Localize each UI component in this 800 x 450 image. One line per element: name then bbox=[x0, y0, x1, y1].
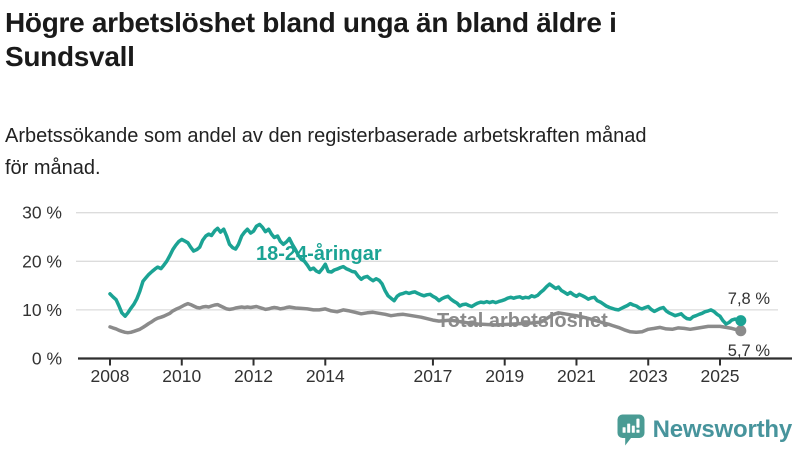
x-tick-label-2008: 2008 bbox=[91, 366, 130, 386]
y-tick-label-0: 0 % bbox=[32, 349, 62, 369]
y-tick-label-10: 10 % bbox=[22, 300, 62, 320]
chart-subtitle: Arbetssökande som andel av den registerb… bbox=[5, 120, 795, 184]
series-line-0 bbox=[108, 301, 743, 335]
x-tick-label-2017: 2017 bbox=[413, 366, 452, 386]
chart-subtitle-line1: Arbetssökande som andel av den registerb… bbox=[5, 125, 647, 147]
newsworthy-wordmark: Newsworthy bbox=[652, 416, 793, 443]
x-tick-label-2010: 2010 bbox=[162, 366, 201, 386]
series-line-1 bbox=[108, 222, 743, 326]
series-end-dot-1 bbox=[735, 315, 747, 327]
x-tick-label-2014: 2014 bbox=[306, 366, 345, 386]
x-tick-label-2021: 2021 bbox=[557, 366, 596, 386]
series-end-dot-0 bbox=[735, 325, 747, 337]
y-tick-label-20: 20 % bbox=[22, 251, 62, 271]
chart-title: Högre arbetslöshet bland unga än bland ä… bbox=[5, 6, 795, 74]
series-label-0: Total arbetslöshet bbox=[437, 310, 608, 332]
newsworthy-bar-chart-bubble-icon bbox=[617, 414, 645, 445]
chart-subtitle-line2: för månad. bbox=[5, 157, 101, 179]
x-tick-label-2012: 2012 bbox=[234, 366, 273, 386]
series-label-1: 18-24-åringar bbox=[256, 242, 382, 265]
chart-title-line2: Sundsvall bbox=[5, 41, 135, 72]
x-tick-label-2025: 2025 bbox=[701, 366, 740, 386]
x-tick-label-2019: 2019 bbox=[485, 366, 524, 386]
y-tick-label-30: 30 % bbox=[22, 203, 62, 223]
end-value-label-1: 5,7 % bbox=[728, 342, 771, 360]
chart-title-line1: Högre arbetslöshet bland unga än bland ä… bbox=[5, 7, 617, 38]
newsworthy-logo: Newsworthy bbox=[617, 413, 792, 447]
x-tick-label-2023: 2023 bbox=[629, 366, 668, 386]
end-value-label-0: 7,8 % bbox=[728, 290, 771, 308]
